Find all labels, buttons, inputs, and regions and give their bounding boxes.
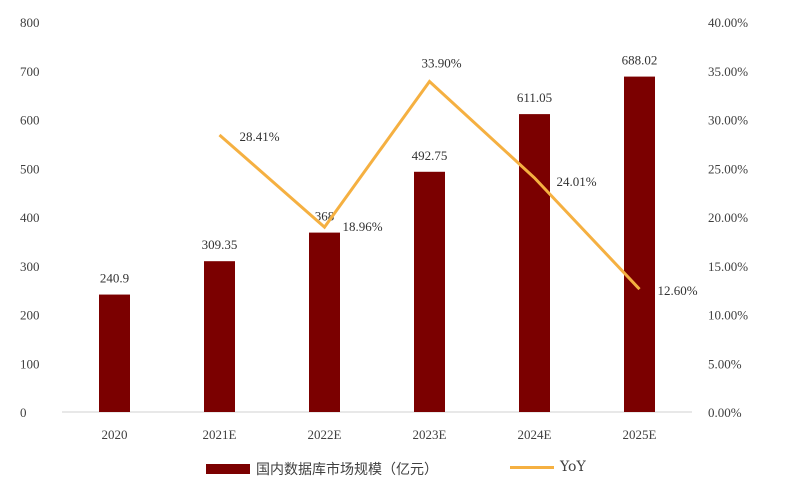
x-axis-tick: 2025E (623, 427, 657, 442)
left-axis-tick: 800 (20, 15, 40, 30)
bar-value-label: 688.02 (622, 53, 658, 68)
x-axis-tick: 2023E (413, 427, 447, 442)
right-axis-tick: 40.00% (708, 15, 748, 30)
right-axis-tick: 5.00% (708, 356, 742, 371)
legend-item-yoy: YoY (510, 459, 586, 475)
bar-value-label: 309.35 (202, 237, 238, 252)
left-axis-tick: 200 (20, 308, 40, 323)
bar (309, 232, 340, 412)
bar (99, 294, 130, 412)
x-axis-tick: 2021E (203, 427, 237, 442)
yoy-value-label: 18.96% (343, 219, 383, 234)
bar (204, 261, 235, 412)
x-axis-tick: 2020 (102, 427, 128, 442)
right-axis-tick: 15.00% (708, 259, 748, 274)
yoy-value-label: 24.01% (557, 174, 597, 189)
bar (519, 114, 550, 412)
legend-bar-swatch (206, 464, 250, 474)
bar (624, 76, 655, 413)
right-axis-tick: 30.00% (708, 113, 748, 128)
yoy-value-label: 12.60% (658, 283, 698, 298)
left-axis-tick: 700 (20, 64, 40, 79)
left-axis-tick: 100 (20, 356, 40, 371)
right-axis-tick: 10.00% (708, 308, 748, 323)
left-axis-tick: 500 (20, 161, 40, 176)
legend-line-swatch (510, 465, 554, 469)
bar-value-label: 492.75 (412, 148, 448, 163)
combo-chart: 0 100 200 300 400 500 600 700 800 0.00% 5.00% 10.00… (20, 15, 748, 442)
x-axis-tick: 2022E (308, 427, 342, 442)
legend: 国内数据库市场规模（亿元） YoY (0, 459, 800, 481)
right-axis-tick: 35.00% (708, 64, 748, 79)
left-axis-tick: 600 (20, 113, 40, 128)
right-axis-tick: 20.00% (708, 210, 748, 225)
yoy-value-label: 33.90% (422, 55, 462, 70)
legend-item-market-size: 国内数据库市场规模（亿元） (206, 459, 438, 479)
legend-label-yoy: YoY (560, 459, 586, 475)
yoy-line (218, 79, 641, 291)
bar-value-label: 611.05 (517, 90, 552, 105)
bar-value-label: 240.9 (100, 271, 129, 286)
x-axis-tick: 2024E (518, 427, 552, 442)
right-axis-tick: 25.00% (708, 161, 748, 176)
left-axis-tick: 0 (20, 405, 27, 420)
yoy-value-label: 28.41% (240, 129, 280, 144)
left-axis-tick: 300 (20, 259, 40, 274)
bar (414, 171, 445, 412)
left-axis-tick: 400 (20, 210, 40, 225)
right-axis-tick: 0.00% (708, 405, 742, 420)
legend-label-market-size: 国内数据库市场规模（亿元） (256, 462, 438, 478)
